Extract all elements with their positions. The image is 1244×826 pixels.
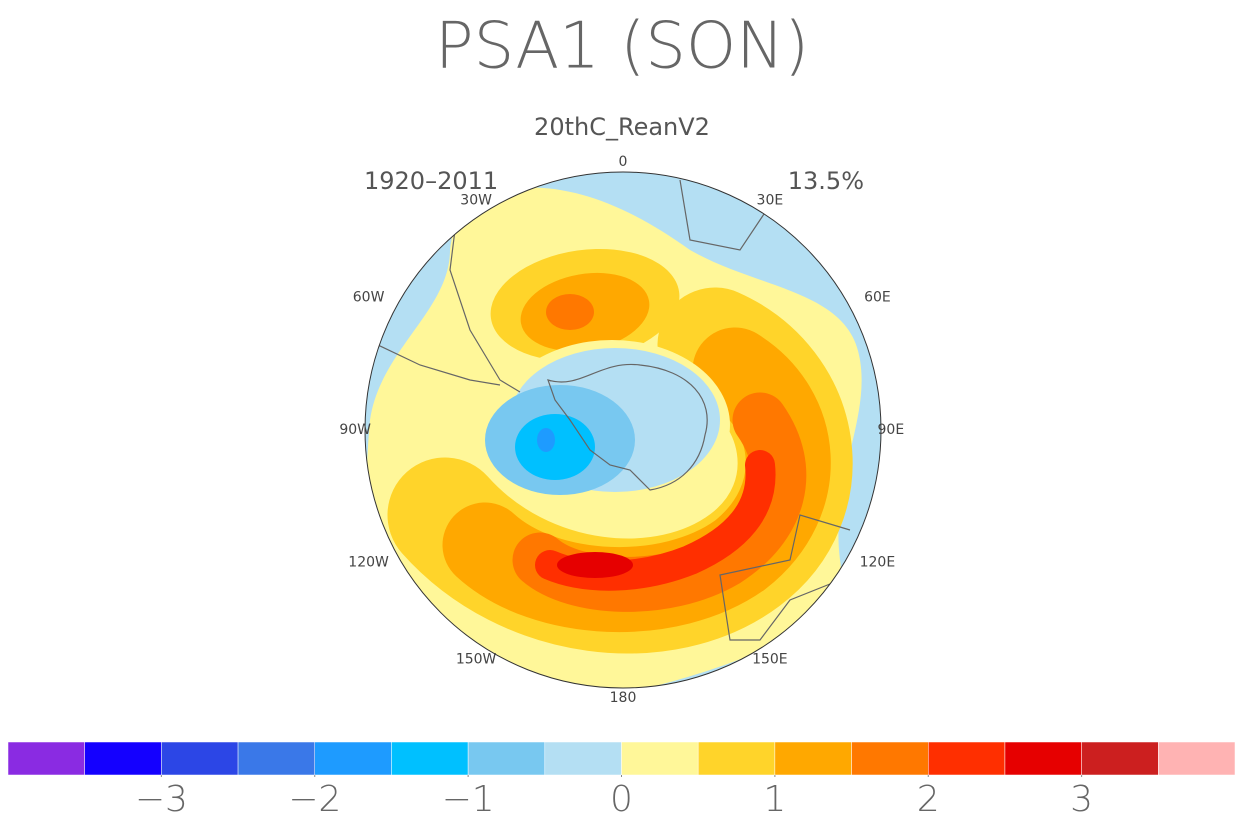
colorbar-tick-label: 3	[1070, 779, 1093, 820]
period: 1920–2011	[364, 167, 498, 195]
colorbar-box	[314, 741, 392, 776]
colorbar-box	[544, 741, 622, 776]
longitude-label: 60E	[864, 290, 891, 306]
colorbar-tick-label: −1	[442, 779, 495, 820]
longitude-label: 30W	[460, 193, 492, 209]
colorbar-tick-label: 1	[763, 779, 786, 820]
map-frame	[364, 171, 882, 689]
colorbar-tick-label: −3	[135, 779, 188, 820]
colorbar-box	[237, 741, 315, 776]
longitude-label: 90W	[339, 422, 371, 438]
colorbar-tick-label: 2	[917, 779, 940, 820]
title: PSA1 (SON)	[435, 10, 809, 84]
longitude-label: 120W	[348, 554, 389, 570]
colorbar-box	[1004, 741, 1082, 776]
colorbar-box	[84, 741, 162, 776]
longitude-label: 60W	[353, 290, 385, 306]
longitude-label: 0	[619, 154, 628, 170]
longitude-label: 180	[610, 690, 637, 706]
variance: 13.5%	[788, 167, 864, 195]
colorbar-tick-label: 0	[610, 779, 633, 820]
subtitle: 20thC_ReanV2	[534, 113, 710, 141]
colorbar-box	[391, 741, 469, 776]
colorbar-box	[1158, 741, 1236, 776]
colorbar-box	[774, 741, 852, 776]
longitude-label: 90E	[878, 422, 905, 438]
colorbar-box	[1081, 741, 1159, 776]
map	[365, 172, 881, 688]
colorbar-tick-label: −2	[288, 779, 341, 820]
colorbar-box	[697, 741, 776, 776]
colorbar-box	[161, 741, 239, 776]
colorbar-box	[928, 741, 1006, 776]
longitude-label: 150E	[752, 651, 788, 667]
longitude-label: 120E	[860, 554, 896, 570]
longitude-label: 30E	[757, 193, 784, 209]
colorbar-box	[467, 741, 546, 776]
colorbar-box	[851, 741, 929, 776]
longitude-label: 150W	[456, 651, 497, 667]
colorbar-box	[7, 741, 85, 776]
colorbar-box	[621, 741, 699, 776]
